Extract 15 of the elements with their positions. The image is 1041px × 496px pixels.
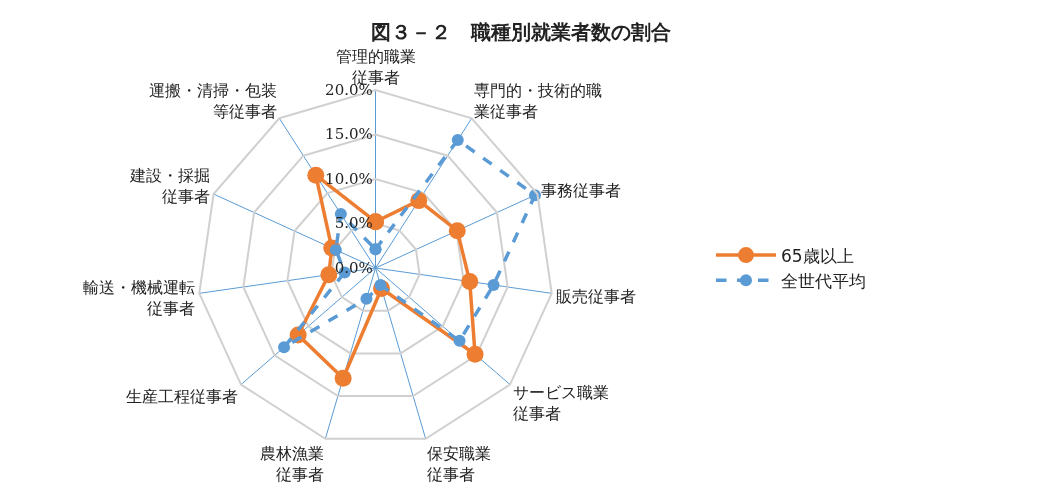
chart-title: 図３－２ 職種別就業者数の割合 [370, 19, 671, 44]
legend-label: 65歳以上 [781, 245, 854, 266]
legend-label: 全世代平均 [781, 270, 866, 291]
spoke-label: 建設・採掘従事者 [128, 166, 210, 207]
y-tick-label: 15.0% [325, 125, 373, 144]
spoke-label: 輸送・機械運転従事者 [83, 277, 196, 318]
spoke-label: サービス職業従事者 [513, 383, 610, 424]
spoke-label: 事務従事者 [541, 181, 622, 201]
spoke-label: 専門的・技術的職業従事者 [474, 80, 602, 121]
spoke-label: 運搬・清掃・包装等従事者 [149, 80, 277, 121]
spoke-label: 農林漁業従事者 [260, 444, 325, 485]
spoke-label: 生産工程従事者 [125, 387, 238, 407]
spoke-label: 販売従事者 [555, 286, 636, 306]
spoke-label: 保安職業従事者 [426, 444, 491, 485]
y-tick-label: 10.0% [325, 169, 373, 188]
